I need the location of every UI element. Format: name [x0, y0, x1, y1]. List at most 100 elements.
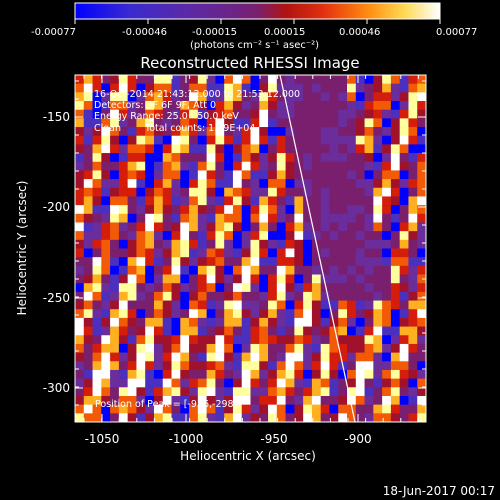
image-pixel: [355, 265, 365, 275]
image-pixel: [364, 369, 374, 379]
image-pixel: [92, 317, 102, 327]
image-pixel: [390, 317, 400, 327]
image-pixel: [83, 300, 93, 310]
image-pixel: [118, 248, 128, 258]
image-pixel: [241, 404, 251, 414]
image-pixel: [311, 291, 322, 301]
image-pixel: [364, 161, 374, 171]
image-pixel: [294, 92, 304, 102]
image-pixel: [250, 317, 260, 327]
image-pixel: [162, 274, 172, 284]
image-pixel: [171, 109, 181, 119]
image-pixel: [241, 413, 251, 422]
image-pixel: [101, 248, 111, 258]
image-pixel: [329, 213, 339, 223]
solar-limb-line: [279, 75, 356, 422]
image-pixel: [373, 239, 383, 249]
image-pixel: [92, 361, 102, 371]
image-pixel: [232, 291, 243, 301]
image-pixel: [127, 213, 137, 223]
image-pixel: [197, 387, 207, 397]
image-pixel: [153, 248, 164, 258]
image-pixel: [285, 265, 295, 275]
image-pixel: [75, 343, 85, 353]
image-pixel: [294, 309, 304, 319]
image-pixel: [355, 144, 365, 154]
image-pixel: [118, 170, 128, 180]
image-pixel: [373, 283, 383, 293]
image-pixel: [364, 387, 374, 397]
image-pixel: [101, 83, 111, 93]
image-pixel: [241, 309, 251, 319]
image-pixel: [118, 127, 128, 137]
image-pixel: [241, 352, 251, 362]
image-pixel: [364, 352, 374, 362]
image-pixel: [118, 378, 128, 388]
image-pixel: [110, 153, 120, 163]
image-pixel: [390, 404, 400, 414]
image-pixel: [268, 326, 278, 336]
image-pixel: [311, 309, 322, 319]
image-pixel: [241, 395, 251, 405]
image-pixel: [259, 75, 269, 84]
image-pixel: [417, 213, 426, 223]
image-pixel: [338, 335, 348, 345]
image-pixel: [162, 239, 172, 249]
image-pixel: [241, 222, 251, 232]
image-pixel: [110, 205, 120, 215]
image-pixel: [224, 222, 234, 232]
image-pixel: [320, 352, 330, 362]
image-pixel: [373, 179, 383, 189]
image-pixel: [215, 335, 225, 345]
image-pixel: [390, 205, 400, 215]
image-pixel: [408, 335, 418, 345]
image-pixel: [408, 187, 418, 197]
image-pixel: [364, 274, 374, 284]
image-pixel: [408, 369, 418, 379]
image-pixel: [390, 257, 400, 267]
image-pixel: [285, 205, 295, 215]
image-pixel: [127, 300, 137, 310]
image-pixel: [303, 378, 313, 388]
image-pixel: [338, 343, 348, 353]
image-pixel: [75, 179, 85, 189]
image-pixel: [118, 205, 128, 215]
image-pixel: [382, 283, 392, 293]
image-pixel: [390, 343, 400, 353]
image-pixel: [83, 309, 93, 319]
image-pixel: [118, 387, 128, 397]
image-pixel: [224, 413, 234, 422]
image-pixel: [118, 239, 128, 249]
image-pixel: [136, 75, 146, 84]
image-pixel: [417, 127, 426, 137]
image-pixel: [75, 213, 85, 223]
image-pixel: [153, 265, 164, 275]
image-pixel: [329, 179, 339, 189]
image-pixel: [92, 404, 102, 414]
image-pixel: [241, 335, 251, 345]
image-pixel: [250, 326, 260, 336]
image-pixel: [268, 300, 278, 310]
image-pixel: [364, 335, 374, 345]
image-pixel: [206, 213, 216, 223]
image-pixel: [153, 118, 164, 128]
image-pixel: [259, 92, 269, 102]
image-pixel: [390, 265, 400, 275]
image-pixel: [311, 343, 322, 353]
image-pixel: [197, 257, 207, 267]
image-pixel: [347, 109, 357, 119]
image-pixel: [197, 395, 207, 405]
image-pixel: [382, 205, 392, 215]
image-pixel: [276, 317, 286, 327]
image-pixel: [338, 205, 348, 215]
image-pixel: [259, 213, 269, 223]
image-pixel: [110, 326, 120, 336]
image-pixel: [127, 274, 137, 284]
image-pixel: [224, 109, 234, 119]
image-pixel: [390, 369, 400, 379]
image-pixel: [171, 196, 181, 206]
image-pixel: [232, 231, 243, 241]
image-pixel: [92, 248, 102, 258]
image-pixel: [355, 395, 365, 405]
image-pixel: [355, 83, 365, 93]
